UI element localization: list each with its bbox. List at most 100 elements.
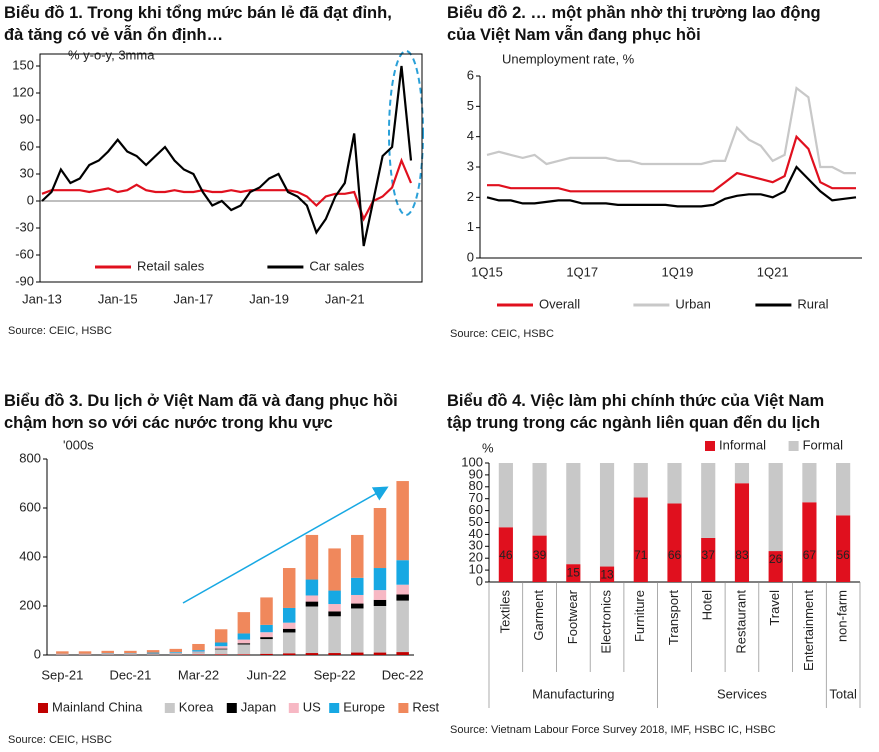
x-tick-label: Hotel	[700, 590, 715, 620]
x-tick-label: Transport	[666, 590, 681, 646]
bar-segment	[214, 642, 228, 647]
legend-label: Rural	[797, 296, 828, 311]
data-label: 26	[769, 552, 783, 566]
legend-swatch	[329, 703, 340, 713]
legend-label: Rest	[412, 699, 439, 714]
bar-segment	[282, 632, 296, 654]
y-tick-label: 2	[467, 189, 474, 204]
bar-segment	[78, 651, 92, 654]
x-tick-label: Mar-22	[178, 667, 219, 682]
y-tick-label: 60	[469, 502, 483, 517]
bar-segment	[146, 653, 160, 655]
line-series	[487, 134, 856, 193]
line-series	[486, 165, 857, 208]
bar-segment	[802, 502, 817, 582]
bar-segment	[633, 497, 648, 582]
x-tick-label: Sep-21	[41, 667, 83, 682]
bar-segment	[169, 652, 183, 653]
legend-label: Europe	[343, 699, 385, 714]
legend-label: Informal	[719, 437, 766, 452]
bar-segment	[101, 654, 114, 655]
bar-segment	[532, 535, 547, 582]
y-tick-label: 10	[469, 562, 483, 577]
x-tick-label: Electronics	[598, 590, 613, 654]
bar-segment	[498, 463, 513, 528]
bar-segment	[373, 508, 387, 569]
y-tick-label: 60	[20, 138, 34, 153]
x-tick-label: Furniture	[632, 590, 647, 642]
x-tick-label: Garment	[531, 590, 546, 641]
bar-segment	[305, 606, 319, 654]
data-label: 13	[600, 568, 614, 582]
x-tick-label: Jan-19	[249, 291, 289, 306]
data-label: 46	[499, 548, 513, 562]
y-tick-label: 100	[461, 454, 483, 469]
bar-segment	[351, 594, 364, 604]
bar-segment	[214, 648, 228, 650]
y-axis-label: % y-o-y, 3mma	[68, 47, 155, 62]
legend-swatch	[38, 703, 48, 713]
chart-title: Biểu đồ 3. Du lịch ở Việt Nam đã và đang…	[4, 392, 398, 410]
bar-segment	[532, 463, 547, 536]
x-tick-label: Jan-21	[325, 291, 365, 306]
x-tick-label: Entertainment	[801, 590, 816, 671]
y-tick-label: 0	[34, 646, 41, 661]
bar-segment	[260, 637, 273, 640]
legend-label: Mainland China	[52, 699, 143, 714]
bar-segment	[351, 577, 364, 595]
bar-segment	[214, 629, 228, 643]
bar-segment	[667, 463, 682, 504]
bar-segment	[667, 503, 682, 582]
x-tick-label: Jan-17	[174, 291, 214, 306]
chart-title: tập trung trong các ngành liên quan đến …	[447, 414, 821, 432]
bar-segment	[192, 650, 205, 652]
bar-segment	[214, 649, 228, 655]
bar-segment	[802, 463, 817, 503]
data-label: 39	[533, 548, 547, 562]
source: Source: Vietnam Labour Force Survey 2018…	[450, 724, 776, 736]
legend-label: Retail sales	[137, 258, 205, 273]
bar-segment	[633, 463, 648, 498]
data-label: 37	[702, 548, 716, 562]
y-tick-label: -90	[15, 273, 34, 288]
y-tick-label: 20	[469, 550, 483, 565]
bar-segment	[566, 564, 581, 582]
bar-segment	[328, 604, 341, 612]
bar-segment	[328, 548, 341, 591]
bar-segment	[701, 463, 716, 538]
chart-title: Biểu đồ 4. Việc làm phi chính thức của V…	[447, 392, 825, 410]
x-tick-label: Jan-15	[98, 291, 138, 306]
bar-segment	[305, 534, 319, 580]
legend-swatch	[705, 441, 715, 451]
y-tick-label: 200	[19, 597, 41, 612]
chart-title: Biểu đồ 2. … một phần nhờ thị trường lao…	[447, 4, 821, 22]
bar-segment	[282, 622, 296, 629]
legend-swatch	[398, 703, 409, 713]
x-tick-label: 1Q17	[566, 264, 598, 279]
x-tick-label: 1Q15	[471, 264, 503, 279]
legend-swatch	[164, 703, 175, 713]
bar-segment	[396, 600, 409, 653]
y-tick-label: 40	[469, 526, 483, 541]
bar-segment	[56, 651, 69, 654]
y-axis-label: %	[482, 440, 494, 455]
bar-segment	[146, 652, 160, 654]
bar-segment	[192, 643, 205, 651]
bar-segment	[305, 595, 319, 602]
bar-segment	[328, 611, 341, 617]
y-tick-label: 150	[12, 57, 34, 72]
data-label: 67	[803, 548, 817, 562]
line-series	[41, 65, 413, 247]
highlight-ellipse	[388, 50, 424, 216]
bar-segment	[734, 483, 750, 582]
bar-segment	[237, 654, 251, 655]
y-tick-label: 800	[19, 450, 41, 465]
y-tick-label: 80	[469, 478, 483, 493]
source: Source: CEIC, HSBC	[450, 328, 554, 340]
group-label: Total	[829, 686, 857, 701]
y-tick-label: -60	[15, 246, 34, 261]
bar-segment	[237, 612, 251, 634]
bar-segment	[836, 463, 851, 516]
bar-segment	[101, 650, 114, 654]
